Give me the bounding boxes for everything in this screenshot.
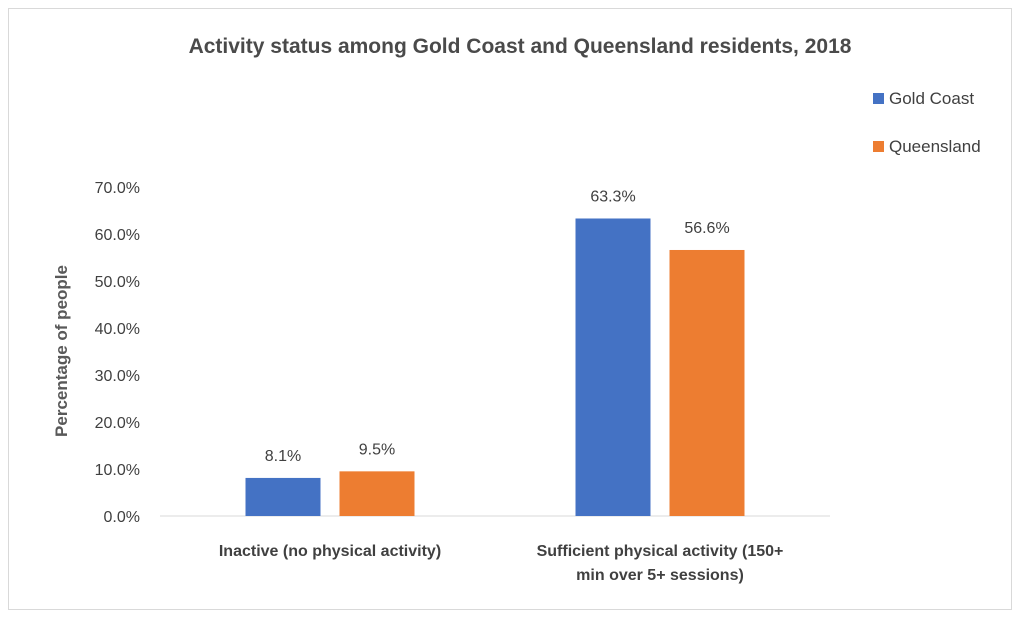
bar-queensland-1 — [669, 249, 745, 517]
bar-gold-coast-1 — [575, 218, 651, 517]
y-tick-label: 10.0% — [95, 462, 140, 479]
legend-swatch — [873, 141, 884, 152]
category-label: Sufficient physical activity (150+ — [537, 543, 784, 560]
data-label: 9.5% — [359, 441, 395, 458]
y-axis-ticks: 0.0% 10.0% 20.0% 30.0% 40.0% 50.0% 60.0% 70.0% — [95, 180, 140, 526]
chart-title: Activity status among Gold Coast and Que… — [189, 35, 852, 58]
y-tick-label: 50.0% — [95, 274, 140, 291]
bars — [245, 218, 745, 517]
legend-label: Queensland — [889, 137, 981, 156]
data-label: 56.6% — [684, 220, 729, 237]
legend-swatch — [873, 93, 884, 104]
data-labels: 8.1% 63.3% 9.5% 56.6% — [265, 188, 730, 464]
legend: Gold Coast Queensland — [873, 89, 981, 156]
legend-label: Gold Coast — [889, 89, 974, 108]
y-tick-label: 20.0% — [95, 415, 140, 432]
category-labels: Inactive (no physical activity) Sufficien… — [219, 543, 784, 584]
data-label: 8.1% — [265, 448, 301, 465]
bar-gold-coast-0 — [245, 477, 321, 516]
data-label: 63.3% — [590, 188, 635, 205]
category-label: Inactive (no physical activity) — [219, 543, 441, 560]
bar-queensland-0 — [339, 471, 415, 516]
y-tick-label: 0.0% — [104, 509, 140, 526]
y-tick-label: 30.0% — [95, 368, 140, 385]
y-tick-label: 70.0% — [95, 180, 140, 197]
chart-frame — [8, 8, 1012, 610]
y-axis-label: Percentage of people — [52, 265, 71, 437]
category-label: min over 5+ sessions) — [576, 567, 744, 584]
y-tick-label: 60.0% — [95, 227, 140, 244]
y-tick-label: 40.0% — [95, 321, 140, 338]
